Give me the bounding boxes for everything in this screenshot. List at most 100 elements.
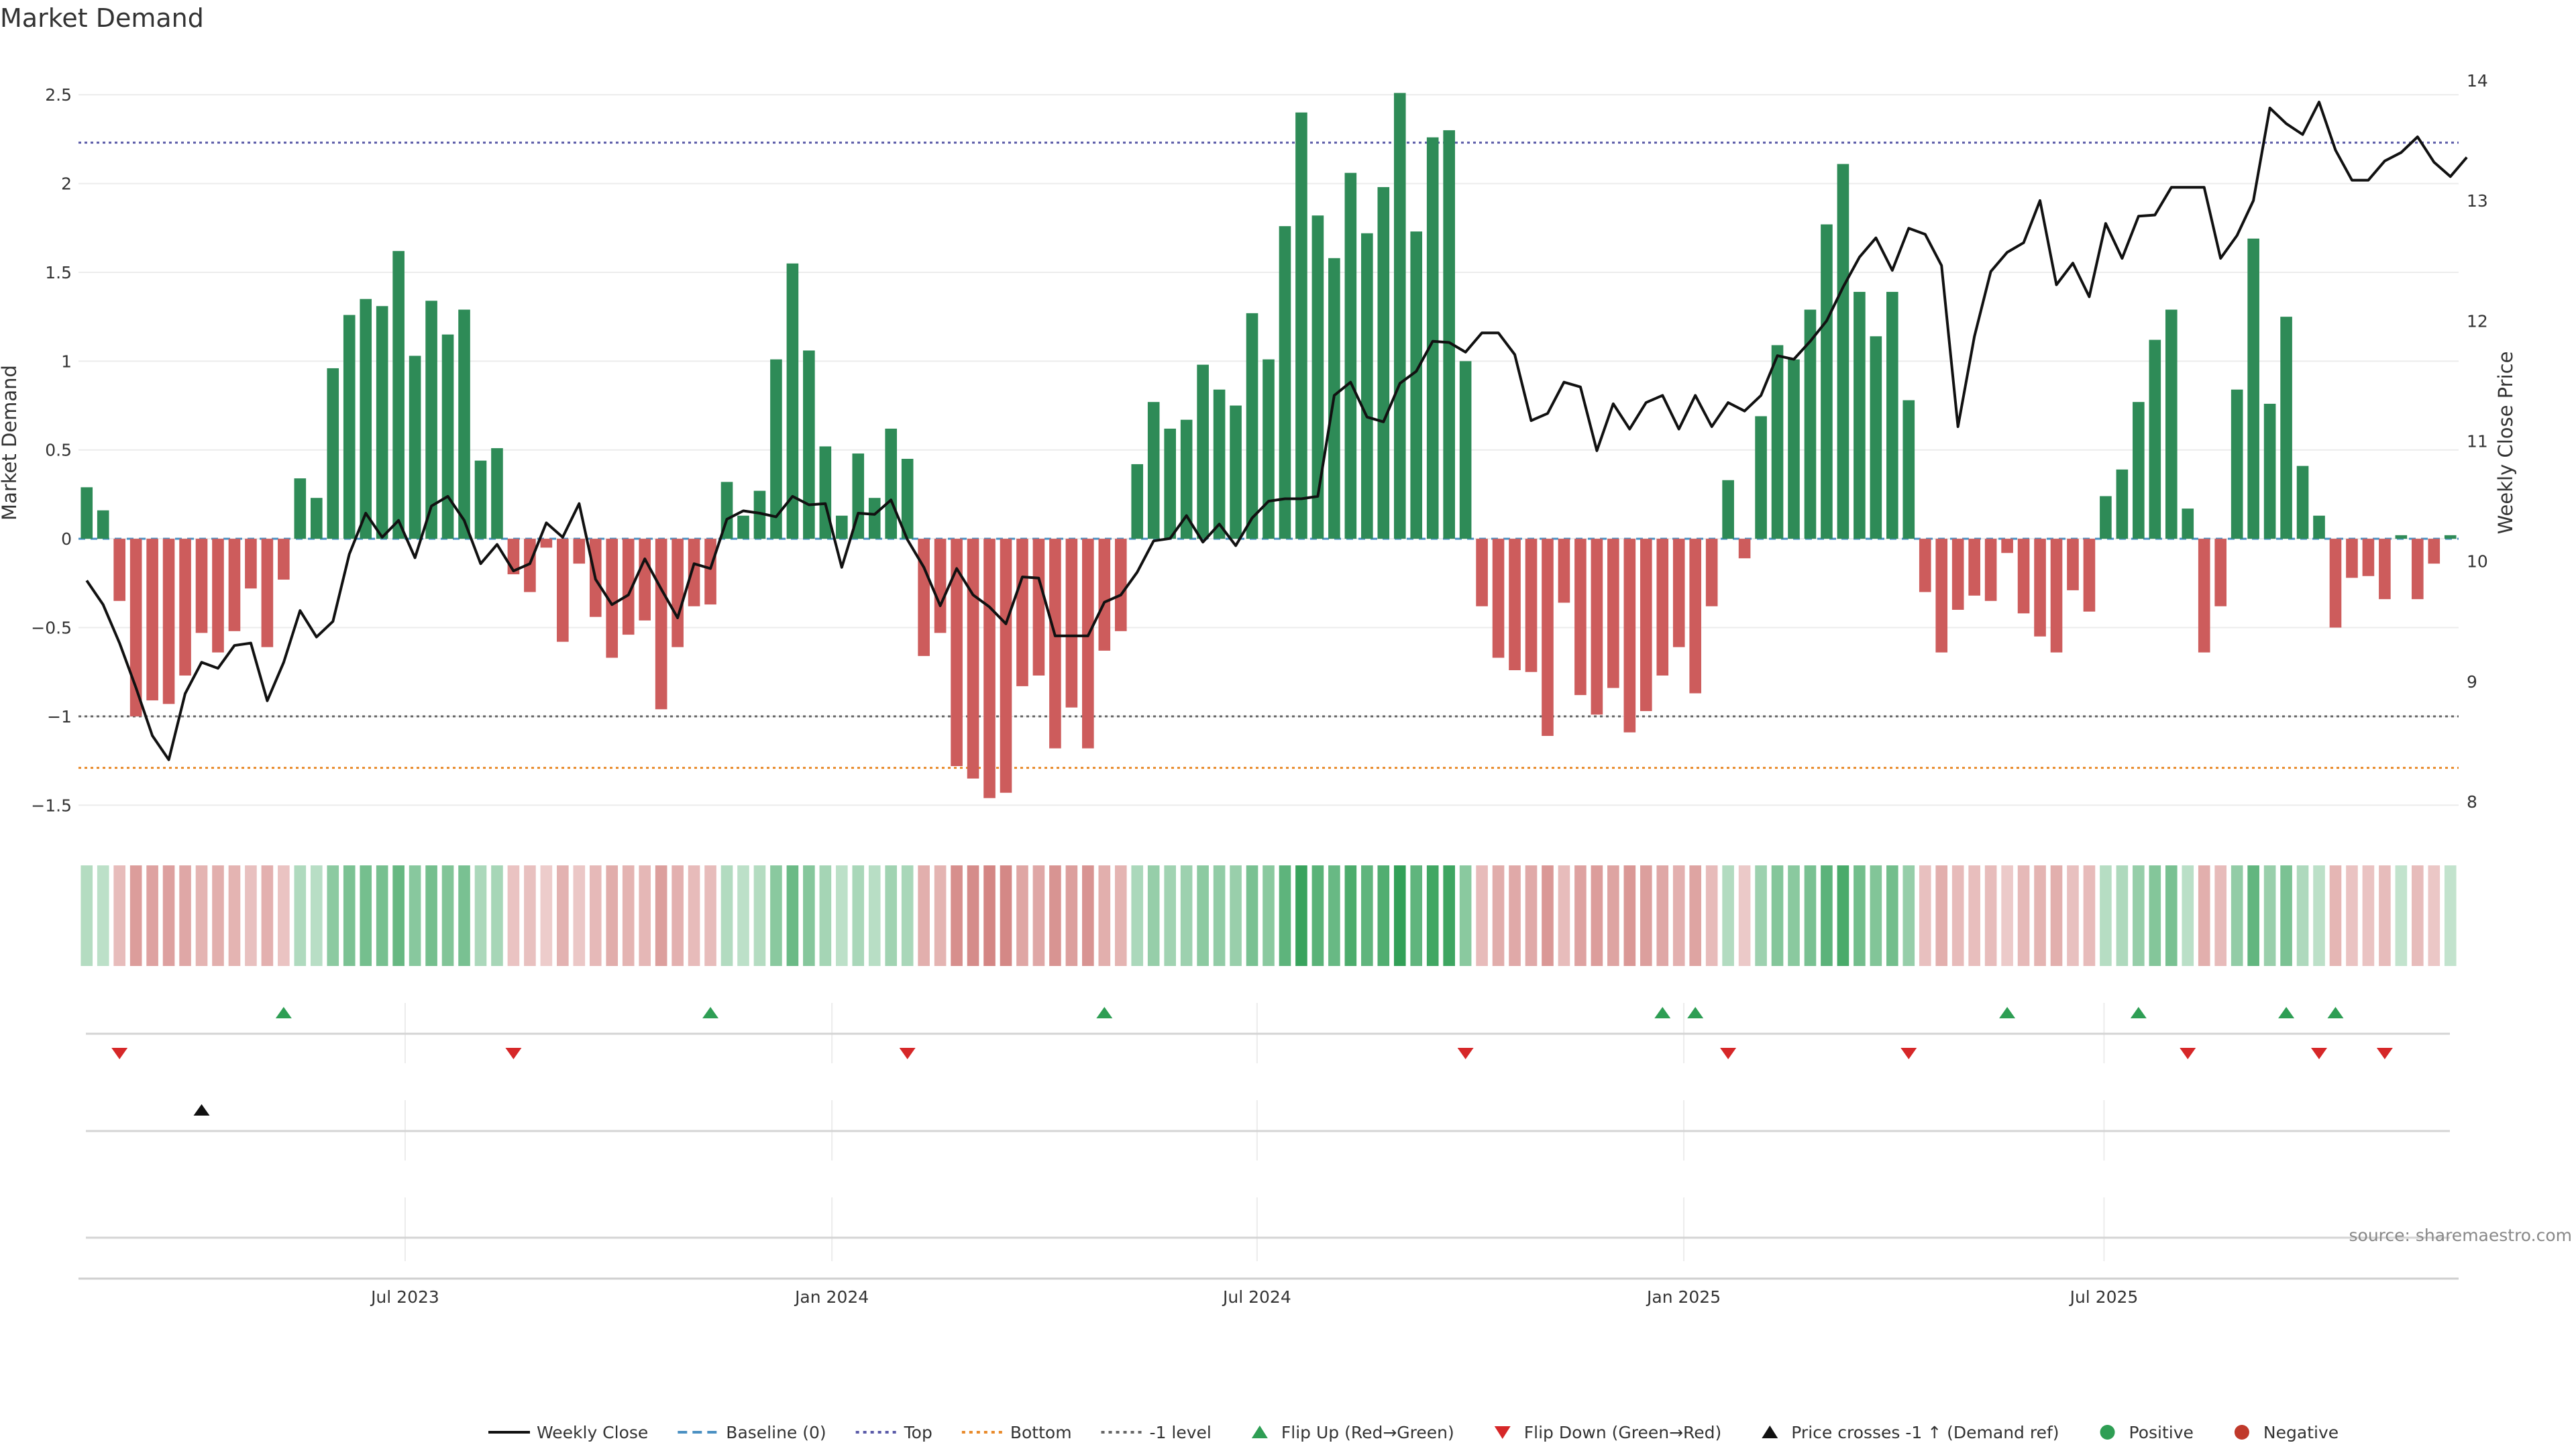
heat-cell bbox=[1542, 865, 1554, 966]
legend-item: Top bbox=[855, 1423, 932, 1442]
legend-label: Flip Up (Red→Green) bbox=[1281, 1423, 1454, 1442]
demand-bar bbox=[2263, 403, 2276, 539]
heat-cell bbox=[162, 865, 175, 966]
demand-bar bbox=[2362, 539, 2375, 576]
demand-bar bbox=[688, 539, 700, 606]
demand-bar bbox=[2247, 238, 2259, 539]
demand-bar bbox=[409, 356, 421, 539]
legend-item: Baseline (0) bbox=[678, 1423, 826, 1442]
heat-cell bbox=[2149, 865, 2161, 966]
legend-item: -1 level bbox=[1101, 1423, 1212, 1442]
flip-up-marker bbox=[2278, 1007, 2295, 1018]
demand-bar bbox=[97, 510, 109, 539]
demand-bar bbox=[606, 539, 619, 658]
y2-tick-label: 10 bbox=[2467, 552, 2488, 572]
flip-down-marker bbox=[505, 1048, 522, 1059]
legend-item: Weekly Close bbox=[488, 1423, 648, 1442]
demand-bar bbox=[2296, 466, 2309, 539]
demand-bar bbox=[1492, 539, 1505, 658]
legend-swatch-circle bbox=[2234, 1425, 2249, 1440]
heat-cell bbox=[2116, 865, 2129, 966]
demand-bar bbox=[934, 539, 947, 633]
demand-bar bbox=[1032, 539, 1045, 676]
heat-cell bbox=[1804, 865, 1817, 966]
legend-swatch-triangle bbox=[1251, 1426, 1268, 1438]
demand-bar bbox=[2379, 539, 2391, 600]
demand-bar bbox=[1164, 428, 1176, 539]
heat-cell bbox=[1672, 865, 1685, 966]
demand-bar bbox=[1902, 400, 1915, 539]
heat-cell bbox=[2346, 865, 2358, 966]
heat-cell bbox=[1509, 865, 1521, 966]
heat-cell bbox=[310, 865, 323, 966]
demand-bar bbox=[1886, 292, 1898, 539]
heat-cell bbox=[1361, 865, 1373, 966]
legend-item: Bottom bbox=[961, 1423, 1072, 1442]
heat-cell bbox=[1114, 865, 1127, 966]
heat-cell bbox=[1279, 865, 1291, 966]
demand-bar bbox=[1837, 164, 1849, 539]
demand-bar bbox=[2329, 539, 2342, 628]
heat-cell bbox=[2362, 865, 2375, 966]
heat-cell bbox=[753, 865, 766, 966]
demand-bar bbox=[1016, 539, 1028, 686]
x-tick-label: Jul 2023 bbox=[370, 1287, 439, 1307]
heat-cell bbox=[852, 865, 865, 966]
heat-cell bbox=[951, 865, 963, 966]
heat-cell bbox=[441, 865, 454, 966]
demand-bar bbox=[1854, 292, 1866, 539]
y2-tick-label: 13 bbox=[2467, 191, 2488, 211]
legend-label: Positive bbox=[2129, 1423, 2194, 1442]
flip-down-marker bbox=[1457, 1048, 1474, 1059]
demand-bar bbox=[310, 498, 323, 539]
demand-bar bbox=[1623, 539, 1636, 733]
heat-cell bbox=[1459, 865, 1472, 966]
demand-bar bbox=[1525, 539, 1538, 672]
heat-cell bbox=[1197, 865, 1209, 966]
heat-cell bbox=[885, 865, 898, 966]
heat-cell bbox=[2444, 865, 2457, 966]
demand-bar bbox=[2165, 309, 2178, 539]
demand-bar bbox=[1542, 539, 1554, 737]
heat-cell bbox=[1886, 865, 1898, 966]
demand-bar bbox=[2182, 508, 2194, 539]
demand-bar bbox=[360, 299, 372, 539]
heat-cell bbox=[655, 865, 667, 966]
demand-bar bbox=[1443, 130, 1455, 539]
demand-bar bbox=[835, 515, 848, 539]
heat-cell bbox=[770, 865, 782, 966]
heat-cell bbox=[195, 865, 208, 966]
demand-bar bbox=[146, 539, 158, 701]
demand-bar bbox=[1180, 419, 1193, 539]
demand-bar bbox=[639, 539, 651, 621]
heat-cell bbox=[1722, 865, 1734, 966]
heat-cell bbox=[1574, 865, 1587, 966]
heat-cell bbox=[2165, 865, 2178, 966]
demand-bar bbox=[1263, 359, 1275, 539]
demand-bar bbox=[2280, 317, 2292, 539]
demand-bar bbox=[245, 539, 257, 589]
y2-ticks: 14 13 12 11 10 9 8 bbox=[2467, 71, 2488, 812]
flip-down-marker bbox=[899, 1048, 916, 1059]
heat-cell bbox=[2329, 865, 2342, 966]
legend-swatch-triangle bbox=[1762, 1426, 1778, 1438]
demand-bar bbox=[1738, 539, 1751, 559]
demand-bar bbox=[1771, 345, 1784, 539]
y-tick-label: 0 bbox=[61, 529, 72, 549]
demand-bar bbox=[1821, 224, 1833, 539]
y2-tick-label: 9 bbox=[2467, 672, 2477, 692]
demand-bar bbox=[737, 515, 749, 539]
flip-down-marker bbox=[111, 1048, 128, 1059]
heat-cell bbox=[1738, 865, 1751, 966]
heat-cell bbox=[1935, 865, 1948, 966]
heat-cell bbox=[2263, 865, 2276, 966]
demand-bar bbox=[1230, 405, 1242, 539]
heat-cell bbox=[2313, 865, 2325, 966]
flip-up-marker bbox=[1096, 1007, 1113, 1018]
demand-bar bbox=[1919, 539, 1931, 592]
legend-swatch-circle bbox=[2100, 1425, 2115, 1440]
demand-bar bbox=[1804, 309, 1817, 539]
demand-bar bbox=[622, 539, 635, 635]
heat-cell bbox=[1328, 865, 1340, 966]
